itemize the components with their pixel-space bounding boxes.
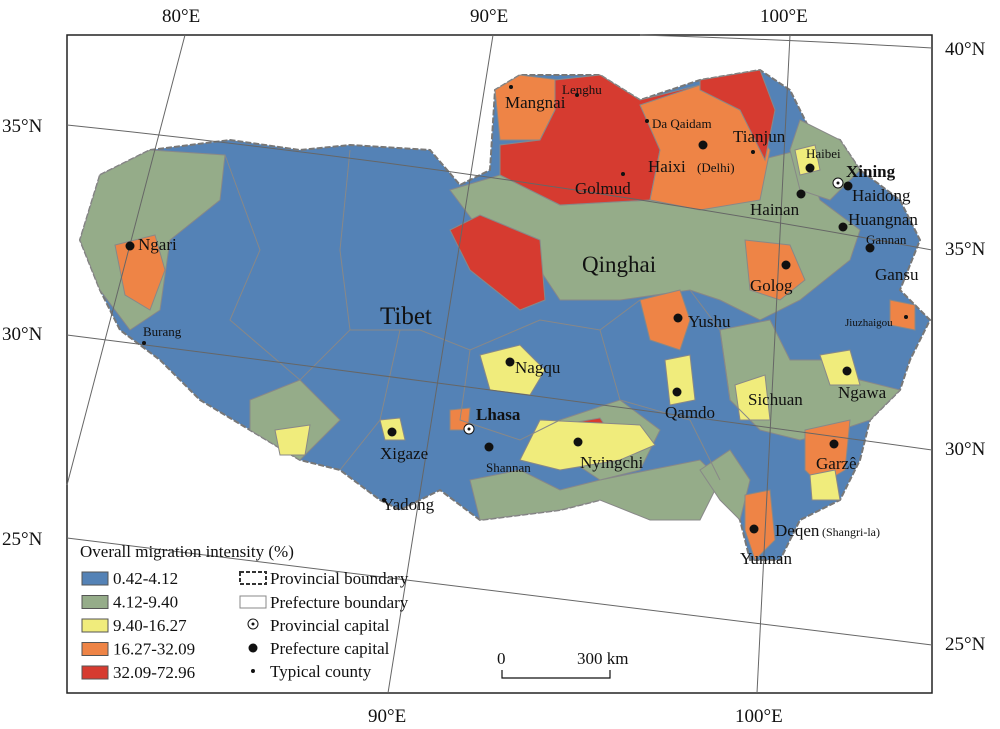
place-label: Lenghu: [562, 82, 602, 97]
legend-swatch: [81, 595, 109, 609]
region-label: Yunnan: [740, 549, 792, 568]
place-label: Ngawa: [838, 383, 887, 402]
place-label: Yushu: [688, 312, 731, 331]
place-label: Haibei: [806, 146, 841, 161]
place-labels: Mangnai Lenghu Da Qaidam Tianjun Haixi (…: [138, 82, 919, 568]
lat-label: 30°N: [945, 439, 986, 460]
lon-label: 90°E: [368, 706, 406, 727]
legend-swatch: [81, 665, 109, 680]
graticule-labels: 80°E 90°E 100°E 35°N 30°N 25°N 40°N 35°N…: [2, 6, 986, 727]
lon-label: 100°E: [760, 6, 808, 27]
lon-label: 80°E: [162, 6, 200, 27]
lat-label: 25°N: [2, 529, 43, 550]
legend-label: Prefecture capital: [270, 639, 390, 658]
lat-label: 35°N: [945, 239, 986, 260]
class-colored-areas: [114, 69, 916, 561]
place-label: Tianjun: [733, 127, 786, 146]
legend-label: Prefecture boundary: [270, 593, 409, 612]
region-label: Qinghai: [582, 252, 656, 277]
place-note: (Shangri-la): [822, 525, 880, 539]
legend-label: 0.42-4.12: [113, 569, 178, 588]
legend-symbols: Provincial boundary Prefecture boundary …: [239, 569, 409, 681]
place-note: (Delhi): [697, 160, 735, 175]
place-label: Qamdo: [665, 403, 715, 422]
place-label: Lhasa: [476, 405, 521, 424]
place-label: Jiuzhaigou: [845, 317, 893, 329]
lat-label: 35°N: [2, 116, 43, 137]
legend-title: Overall migration intensity (%): [80, 542, 294, 561]
lon-label: 90°E: [470, 6, 508, 27]
legend-swatch: [81, 642, 109, 656]
place-label: Ngari: [138, 235, 177, 254]
region-label: Tibet: [380, 303, 432, 330]
legend-label: 9.40-16.27: [113, 616, 187, 635]
scale-bar: 0 300 km: [497, 649, 628, 679]
legend: Overall migration intensity (%) Provinci…: [80, 542, 409, 682]
place-label: Haixi: [648, 157, 686, 176]
place-label: Haidong: [852, 186, 911, 205]
place-label: Hainan: [750, 200, 800, 219]
place-label: Nyingchi: [580, 453, 644, 472]
legend-label: 32.09-72.96: [113, 663, 195, 682]
legend-label: 16.27-32.09: [113, 640, 195, 659]
place-label: Gansu: [875, 265, 919, 284]
place-label: Huangnan: [848, 210, 918, 229]
place-label: Golog: [750, 276, 793, 295]
place-label: Xining: [846, 162, 896, 181]
place-label: Da Qaidam: [652, 116, 712, 131]
legend-label: Typical county: [270, 662, 372, 681]
legend-label: 4.12-9.40: [113, 593, 178, 612]
place-label: Gannan: [866, 232, 907, 247]
place-label: Burang: [143, 324, 182, 339]
place-label: Deqen: [775, 521, 820, 540]
legend-swatch: [81, 618, 109, 633]
lat-label: 25°N: [945, 634, 986, 655]
capital-points: [125, 85, 908, 534]
place-label: Garzê: [816, 454, 857, 473]
legend-label: Provincial capital: [270, 616, 390, 635]
place-label: Mangnai: [505, 93, 566, 112]
scale-label: 0: [497, 649, 506, 668]
place-label: Shannan: [486, 460, 531, 475]
scale-label: 300 km: [577, 649, 628, 668]
place-label: Yadong: [382, 495, 435, 514]
lon-label: 100°E: [735, 706, 783, 727]
legend-swatch: [81, 571, 109, 586]
lat-label: 40°N: [945, 39, 986, 60]
prefecture-boundaries: [224, 149, 761, 481]
place-label: Golmud: [575, 179, 631, 198]
region-label: Sichuan: [748, 390, 803, 409]
legend-label: Provincial boundary: [270, 569, 409, 588]
provincial-capitals: [463, 177, 844, 435]
place-label: Xigaze: [380, 444, 428, 463]
place-label: Nagqu: [515, 358, 561, 377]
lat-label: 30°N: [2, 324, 43, 345]
